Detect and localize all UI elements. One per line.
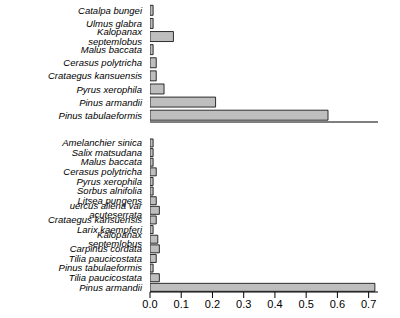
svg-text:0.7: 0.7 <box>361 298 376 310</box>
svg-text:0.3: 0.3 <box>236 298 251 310</box>
svg-text:Pinus armandii: Pinus armandii <box>79 97 143 108</box>
svg-text:0.5: 0.5 <box>299 298 314 310</box>
svg-text:Pyrus xerophila: Pyrus xerophila <box>77 84 142 95</box>
svg-text:Cerasus polytricha: Cerasus polytricha <box>63 57 142 68</box>
svg-text:Crataegus kansuensis: Crataegus kansuensis <box>48 70 142 81</box>
svg-text:0.4: 0.4 <box>267 298 282 310</box>
svg-text:Catalpa bungei: Catalpa bungei <box>78 5 143 16</box>
svg-text:0.2: 0.2 <box>205 298 220 310</box>
svg-text:0.6: 0.6 <box>330 298 345 310</box>
svg-text:0.0: 0.0 <box>142 298 157 310</box>
svg-text:Malus baccata: Malus baccata <box>81 44 142 55</box>
svg-text:Pinus armandii: Pinus armandii <box>79 282 143 293</box>
svg-text:Pinus tabulaeformis: Pinus tabulaeformis <box>59 110 143 121</box>
svg-text:0.1: 0.1 <box>174 298 189 310</box>
